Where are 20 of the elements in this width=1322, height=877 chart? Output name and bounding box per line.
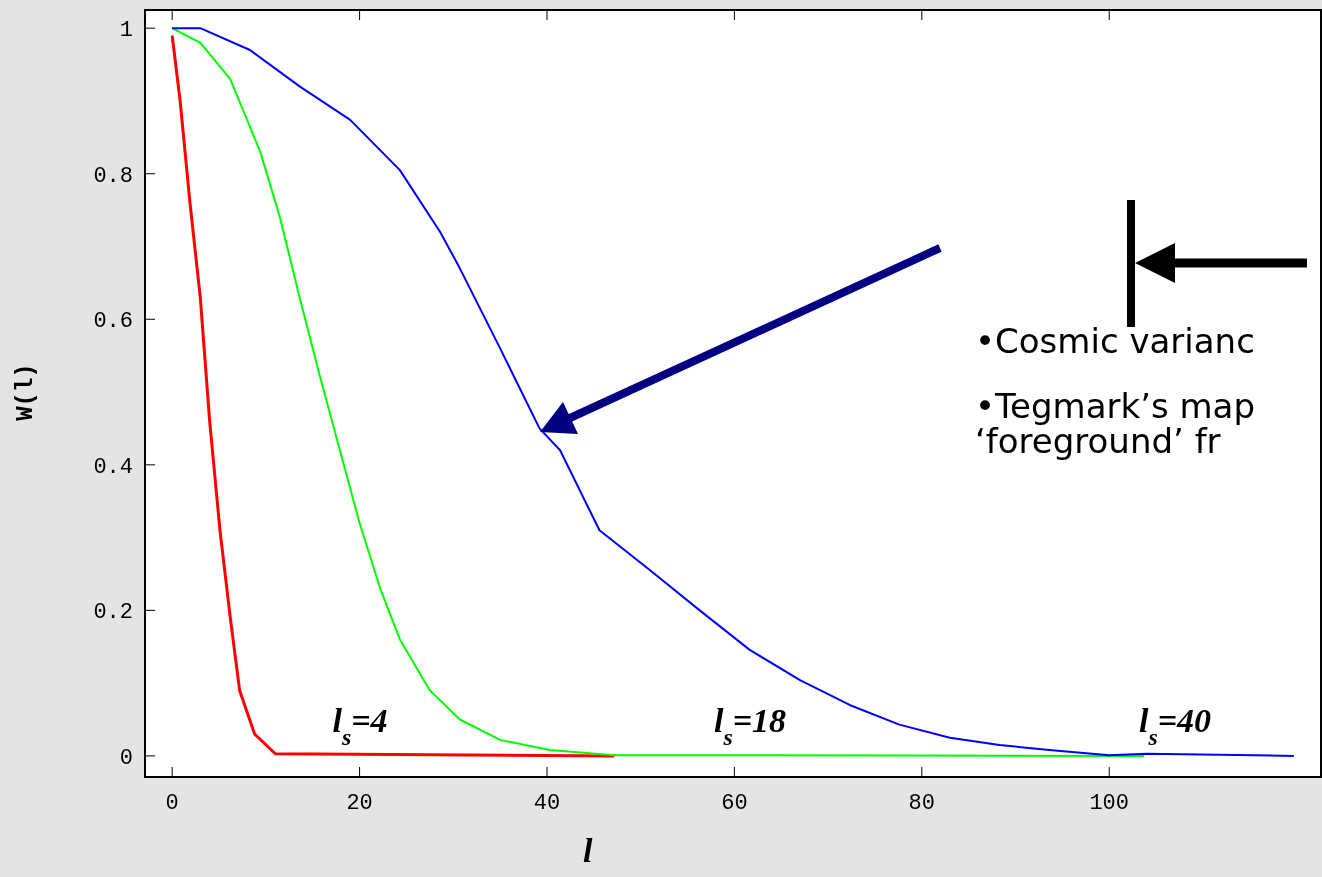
x-tick-label: 100 <box>1089 791 1130 816</box>
x-tick-label: 40 <box>533 791 561 816</box>
y-axis-title: W(l) <box>12 363 39 421</box>
y-tick-label: 0.6 <box>93 309 133 335</box>
y-tick-label: 0.8 <box>93 163 133 189</box>
y-tick-label: 0.2 <box>93 600 133 626</box>
y-tick-label: 0.4 <box>93 454 133 480</box>
x-axis-title: l <box>583 832 593 869</box>
y-tick-label: 1 <box>119 18 133 44</box>
annotation: l$_{s}$=40 <box>1138 702 1212 750</box>
x-tick-label: 0 <box>165 791 179 816</box>
line-series <box>170 33 616 758</box>
annotation: l$_{s}$=4 <box>332 702 388 750</box>
x-tick-label: 20 <box>346 791 373 816</box>
x-tick-label: 80 <box>908 791 936 816</box>
annotation: •Tegmark’s map <box>975 386 1256 426</box>
annotation: l$_{s}$=18 <box>713 702 787 750</box>
annotation: •Cosmic varianc <box>975 321 1255 361</box>
y-tick-label: 0 <box>119 745 133 771</box>
x-tick-label: 60 <box>721 791 748 816</box>
